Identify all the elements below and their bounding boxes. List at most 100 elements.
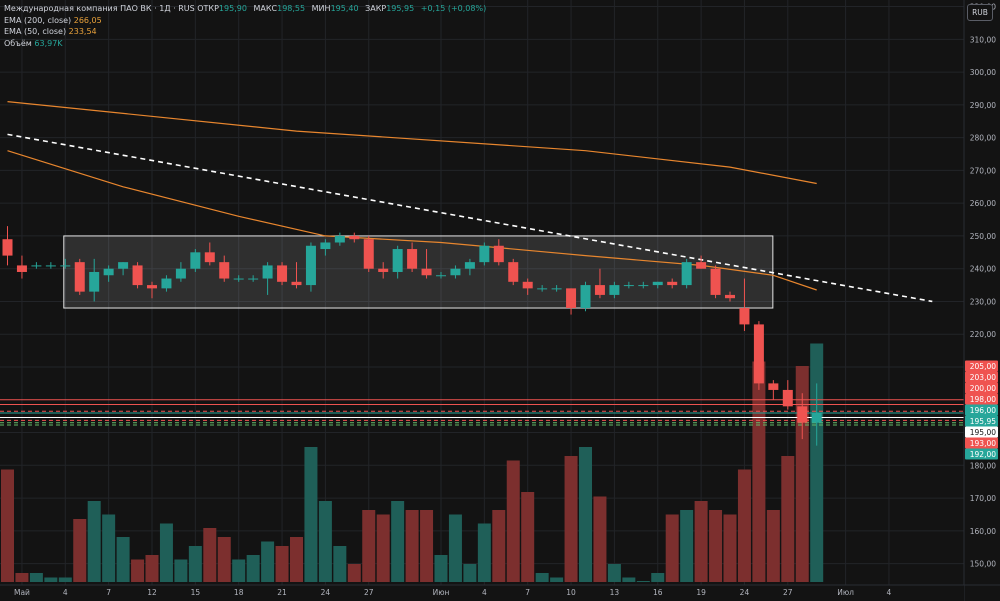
- time-tick-label: 16: [653, 588, 663, 597]
- price-tick-label: 300,00: [970, 68, 996, 77]
- volume-bar: [73, 519, 87, 582]
- price-tick-label: 230,00: [970, 297, 996, 306]
- candle-body: [782, 389, 793, 407]
- time-tick-label: 4: [887, 588, 892, 597]
- candle-body: [407, 249, 418, 269]
- candle-body: [450, 268, 461, 276]
- price-tick-label: 220,00: [970, 330, 996, 339]
- volume-bar: [15, 573, 29, 582]
- currency-button[interactable]: RUB: [967, 4, 993, 21]
- time-tick-label: 10: [566, 588, 576, 597]
- change-value: +0,15 (+0,08%): [420, 4, 487, 13]
- low-value: 195,40: [330, 4, 359, 13]
- candle-body: [2, 239, 13, 256]
- time-tick-label: 27: [783, 588, 793, 597]
- time-tick-label: 12: [147, 588, 157, 597]
- open-value: 195,90: [218, 4, 247, 13]
- candle-body: [147, 285, 157, 289]
- volume-bar: [232, 559, 246, 582]
- price-tag: [965, 382, 998, 394]
- time-tick-label: 21: [277, 588, 287, 597]
- candle-body: [580, 285, 591, 309]
- volume-bar: [405, 510, 419, 582]
- candle-body: [305, 245, 316, 286]
- candle-body: [522, 281, 533, 289]
- candle-body: [103, 268, 114, 276]
- candle-body: [566, 288, 577, 309]
- volume-bar: [174, 559, 188, 582]
- time-tick-label: 7: [106, 588, 111, 597]
- time-tick-label: 24: [321, 588, 331, 597]
- volume-bar: [347, 564, 361, 582]
- price-tag: [965, 404, 998, 416]
- volume-bar: [506, 460, 520, 582]
- candle-body: [479, 245, 490, 263]
- candle-body: [204, 252, 215, 263]
- volume-bar: [145, 555, 159, 582]
- legend-ema50-row[interactable]: EMA (50, close) 233,54: [4, 26, 490, 38]
- price-tag: [965, 360, 998, 372]
- volume-bar: [694, 501, 708, 582]
- candle-body: [175, 268, 186, 279]
- candle-body: [508, 262, 519, 282]
- candle-body: [219, 262, 230, 279]
- candle-body: [623, 285, 634, 287]
- price-tick-label: 260,00: [970, 199, 996, 208]
- time-tick-label: 27: [364, 588, 374, 597]
- volume-bar: [651, 573, 665, 582]
- candle-body: [753, 324, 764, 384]
- candle-body: [696, 262, 707, 269]
- volume-bar: [44, 577, 58, 582]
- time-tick-label: Июл: [837, 588, 854, 597]
- instrument-name: Международная компания ПАО ВК · 1Д · RUS: [4, 4, 195, 13]
- volume-label: Объём: [4, 38, 32, 48]
- volume-bar: [29, 573, 43, 582]
- volume-bar: [492, 510, 506, 582]
- high-label: МАКС: [253, 4, 278, 13]
- candle-body: [392, 249, 403, 272]
- legend-ema200-row[interactable]: EMA (200, close) 266,05: [4, 15, 490, 27]
- volume-bar: [752, 361, 766, 582]
- volume-bar: [477, 523, 491, 582]
- price-tag-label: 198,00: [970, 395, 996, 404]
- candle-body: [363, 239, 374, 269]
- volume-bar: [246, 555, 260, 582]
- legend-ohlc-row: Международная компания ПАО ВК · 1Д · RUS…: [4, 3, 490, 15]
- volume-bar: [362, 510, 376, 582]
- volume-bar: [434, 555, 448, 582]
- volume-bar: [593, 496, 607, 582]
- candle-body: [74, 262, 85, 292]
- candle-body: [60, 265, 71, 267]
- price-tick-label: 280,00: [970, 134, 996, 143]
- volume-bar: [87, 501, 101, 582]
- candle-body: [320, 242, 331, 250]
- legend-volume-row[interactable]: Объём 63,97K: [4, 38, 490, 50]
- price-axis-panel: [964, 0, 1000, 601]
- ema-50-line: [7, 150, 817, 291]
- candle-body: [436, 275, 446, 277]
- volume-bar: [448, 514, 462, 582]
- candle-body: [421, 268, 432, 276]
- volume-bar: [203, 528, 217, 582]
- volume-bar: [116, 537, 130, 582]
- volume-bar: [261, 541, 275, 582]
- candle-body: [739, 308, 750, 325]
- price-tag-label: 192,00: [970, 450, 996, 459]
- volume-bar: [304, 447, 318, 582]
- candle-body: [31, 265, 42, 267]
- candle-body: [493, 245, 504, 263]
- candle-body: [681, 262, 692, 286]
- candle-body: [132, 265, 143, 286]
- volume-bar: [579, 447, 592, 582]
- candle-body: [609, 285, 620, 295]
- candle-body: [349, 235, 360, 240]
- price-tag-label: 195,95: [970, 417, 996, 426]
- volume-bar: [376, 514, 390, 582]
- candle-body: [190, 252, 201, 269]
- price-tag: [965, 437, 998, 449]
- volume-bar: [607, 564, 621, 582]
- time-tick-label: 4: [482, 588, 487, 597]
- open-label: ОТКР: [197, 4, 219, 13]
- candle-body: [89, 271, 100, 292]
